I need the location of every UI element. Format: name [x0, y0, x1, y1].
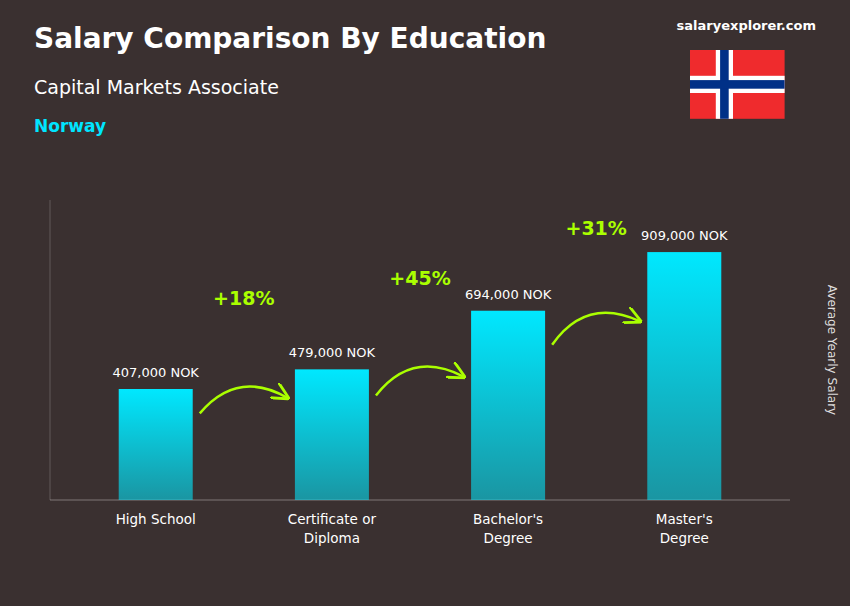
flag-cross	[690, 76, 785, 93]
data-label: 479,000 NOK	[289, 345, 376, 360]
data-label: 407,000 NOK	[113, 365, 200, 380]
flag-field	[690, 50, 785, 119]
data-label: 694,000 NOK	[465, 287, 552, 302]
bars	[119, 252, 722, 500]
x-tick-label-line: Degree	[660, 530, 709, 546]
x-tick-label-line: Bachelor's	[473, 511, 543, 527]
change-arrow	[552, 313, 640, 345]
brand: salaryexplorer.com	[677, 18, 816, 33]
chart: Salary Comparison By Education Capital Ma…	[0, 0, 850, 606]
bar	[295, 369, 369, 500]
bar	[119, 389, 193, 500]
title: Salary Comparison By Education	[34, 22, 546, 55]
flag	[690, 50, 785, 119]
background	[0, 0, 850, 606]
x-tick-label: Certificate or Diploma	[288, 511, 377, 546]
flag-cross	[690, 80, 785, 89]
x-tick-label-line: Diploma	[304, 530, 360, 546]
x-tick-label-line: Certificate or	[288, 511, 377, 527]
x-tick-label: Bachelor's Degree	[473, 511, 543, 546]
change-label: +45%	[389, 267, 450, 289]
change-label: +31%	[565, 217, 626, 239]
x-tick-label-line: High School	[116, 511, 196, 527]
y-axis-line	[50, 200, 51, 500]
country: Norway	[34, 116, 106, 136]
bar	[471, 311, 545, 500]
x-tick-label: High School	[116, 511, 196, 527]
data-label: 909,000 NOK	[641, 228, 728, 243]
x-tick-label-line: Degree	[484, 530, 533, 546]
subtitle: Capital Markets Associate	[34, 76, 279, 98]
change-arrow	[376, 367, 464, 396]
change-arrow	[200, 386, 288, 413]
y-axis-label: Average Yearly Salary	[825, 285, 839, 415]
x-tick-label: Master's Degree	[656, 511, 713, 546]
change-label: +18%	[213, 287, 274, 309]
bar	[647, 252, 721, 500]
chart-container: Salary Comparison By Education Capital Ma…	[0, 0, 850, 606]
x-tick-label-line: Master's	[656, 511, 713, 527]
